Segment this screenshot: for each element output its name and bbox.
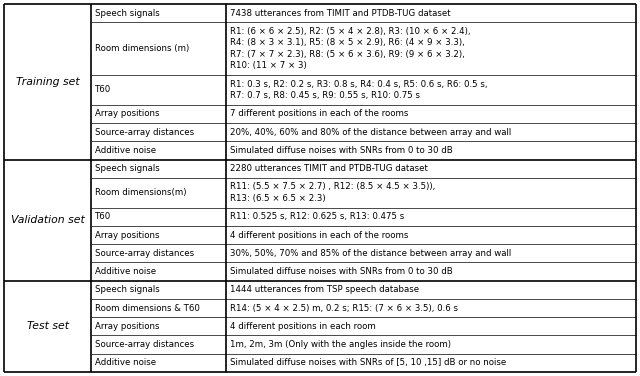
Text: Source-array distances: Source-array distances (95, 128, 195, 137)
Text: R11: (5.5 × 7.5 × 2.7) , R12: (8.5 × 4.5 × 3.5)),: R11: (5.5 × 7.5 × 2.7) , R12: (8.5 × 4.5… (230, 182, 435, 191)
Text: Speech signals: Speech signals (95, 285, 160, 294)
Text: Validation set: Validation set (11, 215, 84, 225)
Text: Array positions: Array positions (95, 109, 160, 118)
Text: T60: T60 (95, 85, 111, 94)
Text: Test set: Test set (27, 321, 68, 331)
Text: Room dimensions & T60: Room dimensions & T60 (95, 303, 200, 312)
Text: R11: 0.525 s, R12: 0.625 s, R13: 0.475 s: R11: 0.525 s, R12: 0.625 s, R13: 0.475 s (230, 212, 404, 221)
Text: R10: (11 × 7 × 3): R10: (11 × 7 × 3) (230, 61, 307, 70)
Text: R7: (7 × 7 × 2.3), R8: (5 × 6 × 3.6), R9: (9 × 6 × 3.2),: R7: (7 × 7 × 2.3), R8: (5 × 6 × 3.6), R9… (230, 50, 465, 59)
Text: Source-array distances: Source-array distances (95, 340, 195, 349)
Text: R1: (6 × 6 × 2.5), R2: (5 × 4 × 2.8), R3: (10 × 6 × 2.4),: R1: (6 × 6 × 2.5), R2: (5 × 4 × 2.8), R3… (230, 27, 470, 36)
Text: T60: T60 (95, 212, 111, 221)
Text: 7438 utterances from TIMIT and PTDB-TUG dataset: 7438 utterances from TIMIT and PTDB-TUG … (230, 9, 451, 18)
Text: 4 different positions in each of the rooms: 4 different positions in each of the roo… (230, 230, 408, 240)
Text: Additive noise: Additive noise (95, 146, 156, 155)
Text: R14: (5 × 4 × 2.5) m, 0.2 s; R15: (7 × 6 × 3.5), 0.6 s: R14: (5 × 4 × 2.5) m, 0.2 s; R15: (7 × 6… (230, 303, 458, 312)
Text: Array positions: Array positions (95, 322, 160, 331)
Text: Additive noise: Additive noise (95, 267, 156, 276)
Text: 2280 utterances TIMIT and PTDB-TUG dataset: 2280 utterances TIMIT and PTDB-TUG datas… (230, 164, 428, 173)
Text: Source-array distances: Source-array distances (95, 249, 195, 258)
Text: Additive noise: Additive noise (95, 358, 156, 367)
Text: Speech signals: Speech signals (95, 9, 160, 18)
Text: 20%, 40%, 60% and 80% of the distance between array and wall: 20%, 40%, 60% and 80% of the distance be… (230, 128, 511, 137)
Text: Simulated diffuse noises with SNRs of [5, 10 ,15] dB or no noise: Simulated diffuse noises with SNRs of [5… (230, 358, 506, 367)
Text: 4 different positions in each room: 4 different positions in each room (230, 322, 376, 331)
Text: Training set: Training set (16, 77, 79, 87)
Text: Room dimensions(m): Room dimensions(m) (95, 188, 187, 197)
Text: 1444 utterances from TSP speech database: 1444 utterances from TSP speech database (230, 285, 419, 294)
Text: Simulated diffuse noises with SNRs from 0 to 30 dB: Simulated diffuse noises with SNRs from … (230, 146, 452, 155)
Text: 30%, 50%, 70% and 85% of the distance between array and wall: 30%, 50%, 70% and 85% of the distance be… (230, 249, 511, 258)
Text: 7 different positions in each of the rooms: 7 different positions in each of the roo… (230, 109, 408, 118)
Text: R1: 0.3 s, R2: 0.2 s, R3: 0.8 s, R4: 0.4 s, R5: 0.6 s, R6: 0.5 s,: R1: 0.3 s, R2: 0.2 s, R3: 0.8 s, R4: 0.4… (230, 80, 487, 89)
Text: Room dimensions (m): Room dimensions (m) (95, 44, 189, 53)
Text: R4: (8 × 3 × 3.1), R5: (8 × 5 × 2.9), R6: (4 × 9 × 3.3),: R4: (8 × 3 × 3.1), R5: (8 × 5 × 2.9), R6… (230, 38, 465, 47)
Text: 1m, 2m, 3m (Only with the angles inside the room): 1m, 2m, 3m (Only with the angles inside … (230, 340, 451, 349)
Text: Array positions: Array positions (95, 230, 160, 240)
Text: Simulated diffuse noises with SNRs from 0 to 30 dB: Simulated diffuse noises with SNRs from … (230, 267, 452, 276)
Text: R7: 0.7 s, R8: 0.45 s, R9: 0.55 s, R10: 0.75 s: R7: 0.7 s, R8: 0.45 s, R9: 0.55 s, R10: … (230, 91, 420, 100)
Text: Speech signals: Speech signals (95, 164, 160, 173)
Text: R13: (6.5 × 6.5 × 2.3): R13: (6.5 × 6.5 × 2.3) (230, 194, 326, 203)
